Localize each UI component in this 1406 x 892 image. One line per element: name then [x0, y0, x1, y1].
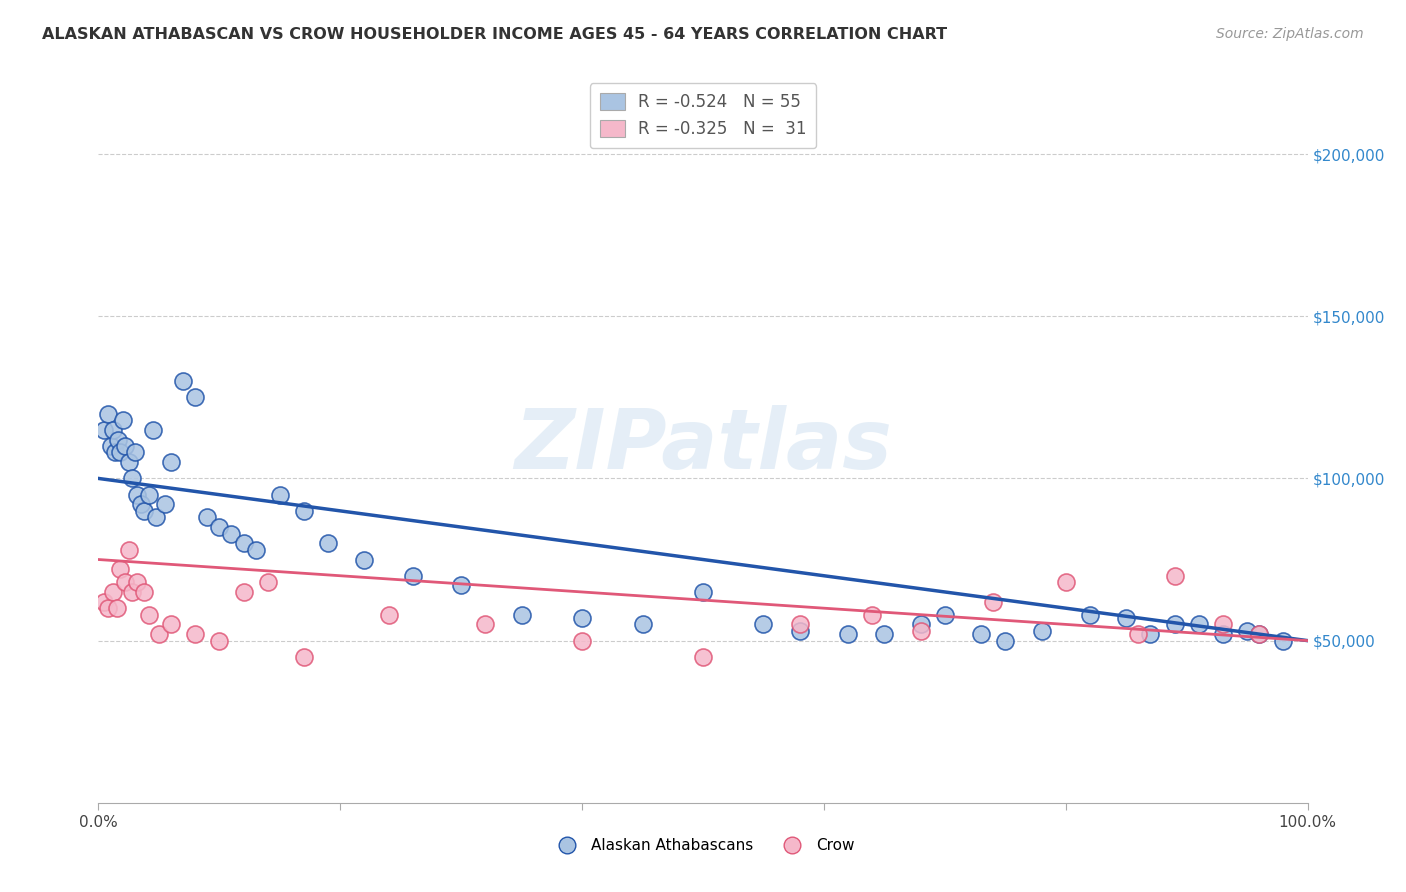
Point [1139, 627, 1161, 641]
Point [208, 520, 231, 534]
Point [107, 433, 129, 447]
Point [377, 607, 399, 622]
Point [1078, 607, 1101, 622]
Point [1163, 617, 1185, 632]
Text: ALASKAN ATHABASCAN VS CROW HOUSEHOLDER INCOME AGES 45 - 64 YEARS CORRELATION CHA: ALASKAN ATHABASCAN VS CROW HOUSEHOLDER I… [42, 27, 948, 42]
Point [121, 471, 143, 485]
Point [108, 562, 131, 576]
Point [1115, 611, 1137, 625]
Point [1128, 627, 1150, 641]
Point [208, 633, 231, 648]
Point [232, 536, 254, 550]
Point [1272, 633, 1295, 648]
Point [789, 624, 811, 638]
Point [101, 423, 124, 437]
Point [114, 439, 136, 453]
Point [104, 445, 127, 459]
Point [160, 617, 183, 632]
Point [402, 568, 425, 582]
Point [172, 374, 194, 388]
Point [148, 627, 170, 641]
Point [631, 617, 654, 632]
Point [93, 595, 115, 609]
Point [105, 601, 128, 615]
Point [994, 633, 1017, 648]
Point [292, 649, 315, 664]
Point [118, 455, 141, 469]
Point [860, 607, 883, 622]
Point [910, 617, 932, 632]
Point [571, 611, 593, 625]
Text: ZIPatlas: ZIPatlas [515, 406, 891, 486]
Point [1249, 627, 1271, 641]
Point [101, 585, 124, 599]
Point [752, 617, 775, 632]
Point [195, 510, 218, 524]
Point [97, 407, 120, 421]
Point [153, 497, 176, 511]
Point [256, 575, 278, 590]
Point [1163, 568, 1185, 582]
Point [934, 607, 956, 622]
Point [142, 423, 165, 437]
Point [1236, 624, 1258, 638]
Point [221, 526, 243, 541]
Point [111, 413, 134, 427]
Text: Source: ZipAtlas.com: Source: ZipAtlas.com [1216, 27, 1364, 41]
Point [245, 542, 267, 557]
Point [970, 627, 993, 641]
Point [138, 607, 160, 622]
Point [127, 575, 149, 590]
Point [1054, 575, 1077, 590]
Point [789, 617, 811, 632]
Point [127, 488, 149, 502]
Point [1249, 627, 1271, 641]
Point [232, 585, 254, 599]
Point [134, 585, 156, 599]
Point [160, 455, 183, 469]
Point [692, 585, 714, 599]
Point [118, 542, 141, 557]
Point [108, 445, 131, 459]
Point [1031, 624, 1053, 638]
Point [145, 510, 167, 524]
Point [134, 504, 156, 518]
Point [873, 627, 896, 641]
Point [138, 488, 160, 502]
Point [184, 390, 207, 404]
Point [292, 504, 315, 518]
Point [837, 627, 859, 641]
Point [97, 601, 120, 615]
Point [121, 585, 143, 599]
Point [114, 575, 136, 590]
Legend: Alaskan Athabascans, Crow: Alaskan Athabascans, Crow [546, 832, 860, 859]
Point [450, 578, 472, 592]
Point [571, 633, 593, 648]
Point [1212, 617, 1234, 632]
Point [692, 649, 714, 664]
Point [129, 497, 152, 511]
Point [981, 595, 1004, 609]
Point [1188, 617, 1211, 632]
Point [1212, 627, 1234, 641]
Point [474, 617, 496, 632]
Point [269, 488, 291, 502]
Point [316, 536, 339, 550]
Point [100, 439, 122, 453]
Point [124, 445, 146, 459]
Point [184, 627, 207, 641]
Point [353, 552, 375, 566]
Point [510, 607, 533, 622]
Point [910, 624, 932, 638]
Point [93, 423, 115, 437]
